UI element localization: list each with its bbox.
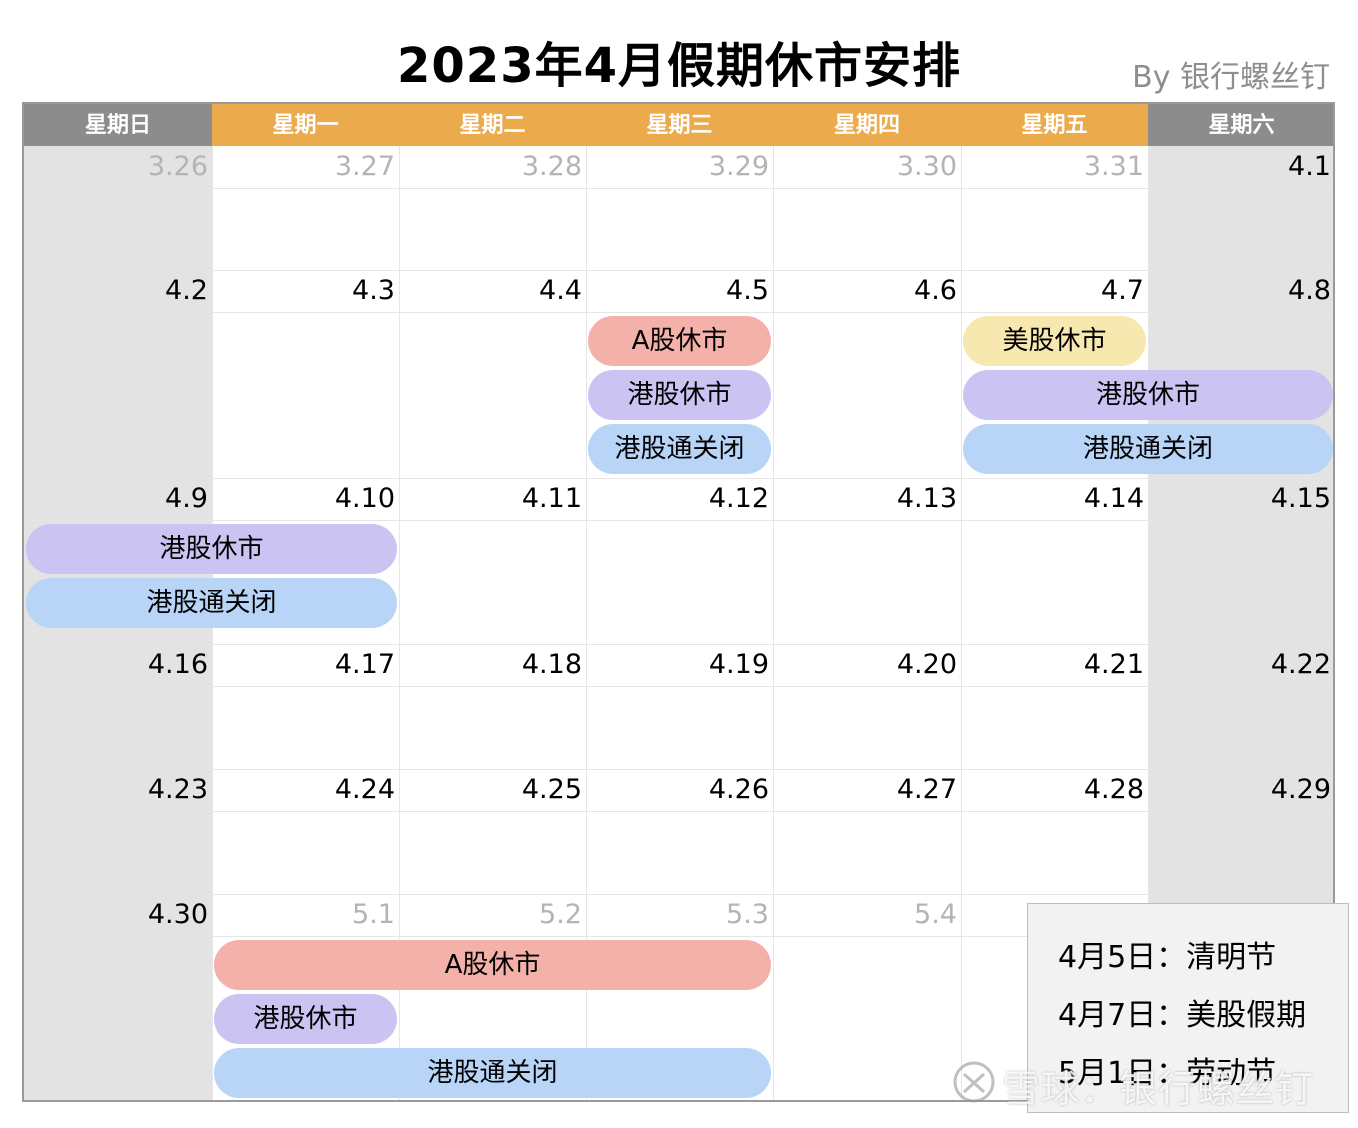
- date-4-15: 4.15: [1270, 483, 1331, 514]
- date-4-28: 4.28: [1083, 774, 1144, 805]
- date-3-30: 3.30: [896, 151, 957, 182]
- page-title: 2023年4月假期休市安排: [397, 38, 961, 94]
- event-a-share-closed: A股休市: [214, 940, 771, 990]
- date-4-13: 4.13: [896, 483, 957, 514]
- column-divider: [586, 146, 587, 1100]
- date-3-29: 3.29: [708, 151, 769, 182]
- date-4-10: 4.10: [334, 483, 395, 514]
- weekday-header-0: 星期日: [24, 104, 212, 146]
- date-row-divider: [24, 686, 1333, 687]
- date-4-21: 4.21: [1083, 649, 1144, 680]
- event-hk-closed: 港股休市: [588, 370, 771, 420]
- date-4-25: 4.25: [521, 774, 582, 805]
- date-4-22: 4.22: [1270, 649, 1331, 680]
- date-row-divider: [24, 936, 1333, 937]
- date-4-4: 4.4: [539, 275, 582, 306]
- weekday-header-6: 星期六: [1148, 104, 1333, 146]
- weekday-header-3: 星期三: [586, 104, 773, 146]
- event-us-closed: 美股休市: [963, 316, 1146, 366]
- event-connect-closed: 港股通关闭: [26, 578, 397, 628]
- date-4-30: 4.30: [147, 899, 208, 930]
- date-4-26: 4.26: [708, 774, 769, 805]
- legend-box: 4月5日：清明节 4月7日：美股假期 5月1日：劳动节: [1027, 903, 1349, 1113]
- weekday-header-4: 星期四: [773, 104, 961, 146]
- date-4-7: 4.7: [1101, 275, 1144, 306]
- byline: By 银行螺丝钉: [1132, 60, 1330, 95]
- week-divider: [24, 478, 1333, 479]
- date-row-divider: [24, 188, 1333, 189]
- event-a-share-closed: A股休市: [588, 316, 771, 366]
- date-4-12: 4.12: [708, 483, 769, 514]
- date-4-1: 4.1: [1288, 151, 1331, 182]
- date-4-6: 4.6: [914, 275, 957, 306]
- date-row-divider: [24, 811, 1333, 812]
- event-connect-closed: 港股通关闭: [214, 1048, 771, 1098]
- date-4-27: 4.27: [896, 774, 957, 805]
- date-4-16: 4.16: [147, 649, 208, 680]
- date-4-17: 4.17: [334, 649, 395, 680]
- date-row-divider: [24, 312, 1333, 313]
- date-4-11: 4.11: [521, 483, 582, 514]
- date-5-1: 5.1: [352, 899, 395, 930]
- date-3-31: 3.31: [1083, 151, 1144, 182]
- weekday-header-1: 星期一: [212, 104, 399, 146]
- date-4-29: 4.29: [1270, 774, 1331, 805]
- date-4-8: 4.8: [1288, 275, 1331, 306]
- date-4-5: 4.5: [726, 275, 769, 306]
- event-hk-closed: 港股休市: [963, 370, 1333, 420]
- column-divider: [399, 146, 400, 1100]
- legend-item-qingming: 4月5日：清明节: [1058, 940, 1277, 975]
- date-4-23: 4.23: [147, 774, 208, 805]
- snowball-logo-icon: [953, 1061, 995, 1103]
- event-connect-closed: 港股通关闭: [963, 424, 1333, 474]
- event-hk-closed: 港股休市: [26, 524, 397, 574]
- column-divider: [773, 146, 774, 1100]
- date-4-18: 4.18: [521, 649, 582, 680]
- column-divider: [961, 146, 962, 1100]
- date-5-3: 5.3: [726, 899, 769, 930]
- legend-item-us-holiday: 4月7日：美股假期: [1058, 998, 1307, 1033]
- weekday-header-2: 星期二: [399, 104, 586, 146]
- date-4-14: 4.14: [1083, 483, 1144, 514]
- date-3-28: 3.28: [521, 151, 582, 182]
- week-divider: [24, 769, 1333, 770]
- watermark: 雪球：银行螺丝钉: [1002, 1067, 1315, 1111]
- column-divider: [1148, 146, 1149, 1100]
- date-3-27: 3.27: [334, 151, 395, 182]
- date-row-divider: [24, 520, 1333, 521]
- date-5-2: 5.2: [539, 899, 582, 930]
- date-5-4: 5.4: [914, 899, 957, 930]
- date-3-26: 3.26: [147, 151, 208, 182]
- date-4-3: 4.3: [352, 275, 395, 306]
- date-4-2: 4.2: [165, 275, 208, 306]
- legend-item-labor-day: 5月1日：劳动节: [1058, 1056, 1277, 1091]
- date-4-19: 4.19: [708, 649, 769, 680]
- week-divider: [24, 894, 1333, 895]
- date-4-24: 4.24: [334, 774, 395, 805]
- week-divider: [24, 270, 1333, 271]
- weekday-header-5: 星期五: [961, 104, 1148, 146]
- event-connect-closed: 港股通关闭: [588, 424, 771, 474]
- date-4-9: 4.9: [165, 483, 208, 514]
- date-4-20: 4.20: [896, 649, 957, 680]
- event-hk-closed: 港股休市: [214, 994, 397, 1044]
- week-divider: [24, 644, 1333, 645]
